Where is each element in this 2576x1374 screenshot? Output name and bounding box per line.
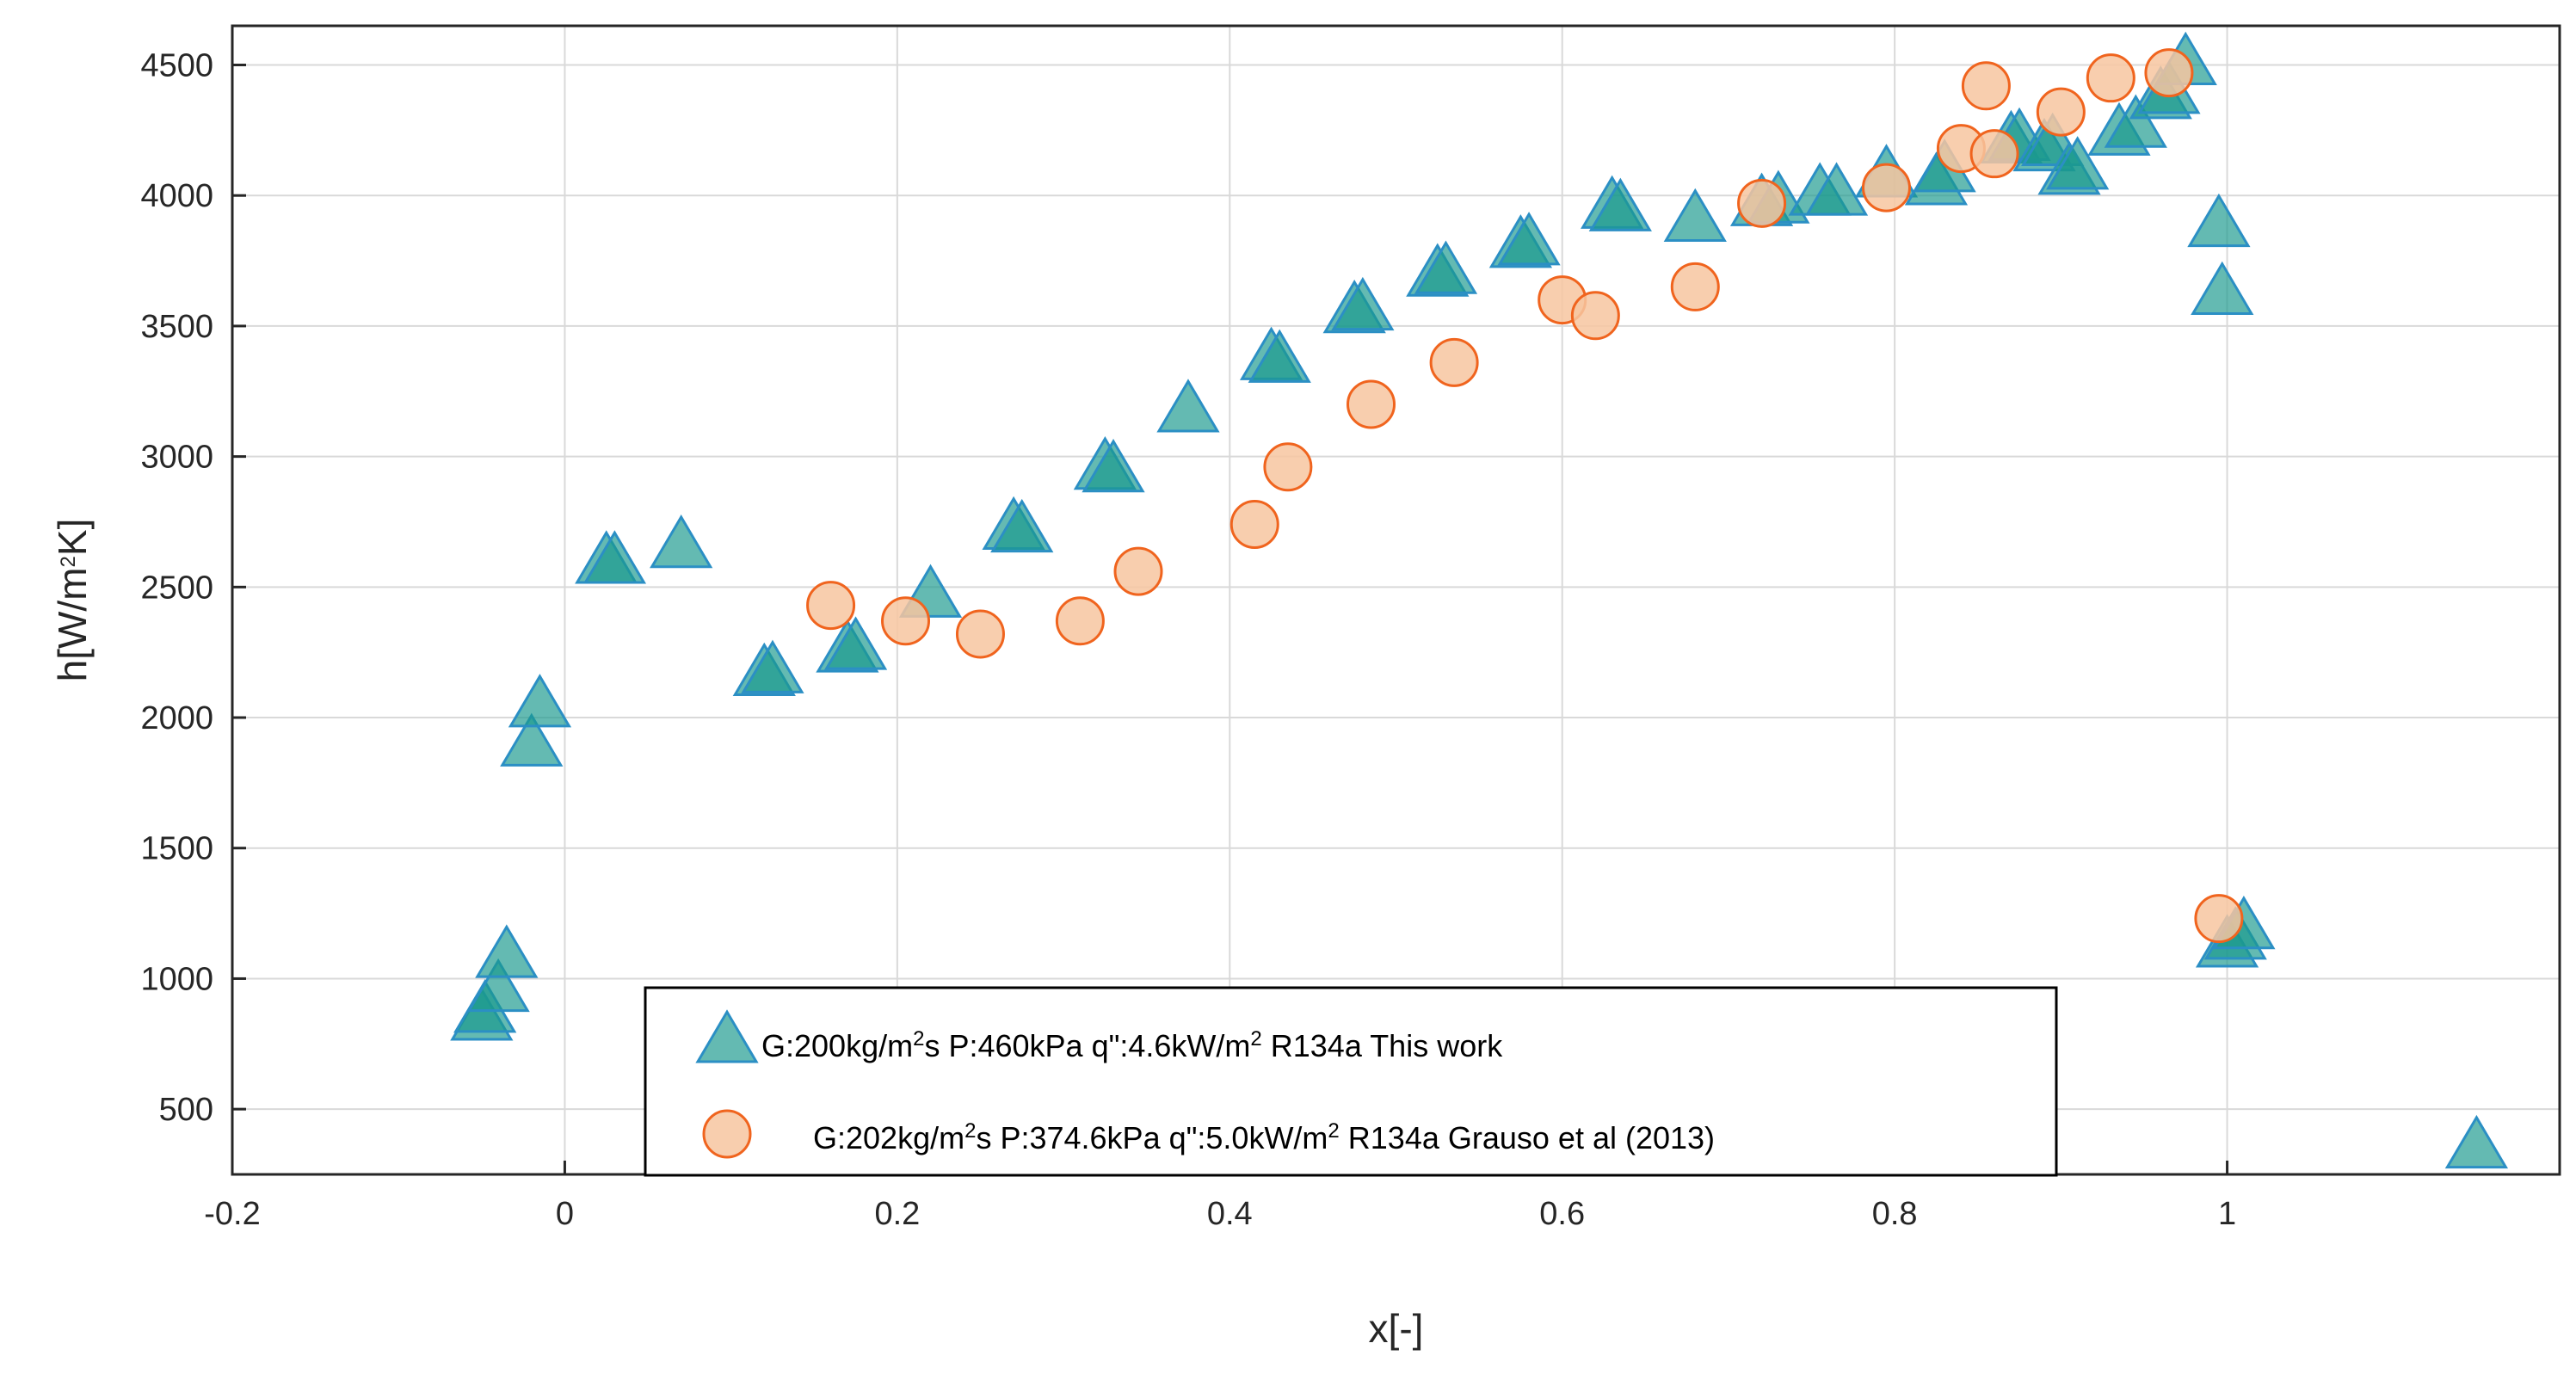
- y-tick-label: 1000: [140, 961, 213, 997]
- data-point-triangle: [823, 616, 888, 670]
- data-point-circle: [1969, 129, 2019, 179]
- data-point-triangle: [1804, 162, 1869, 216]
- data-point-triangle: [1663, 188, 1727, 243]
- data-point-triangle: [741, 639, 804, 693]
- legend-symbol-circle: [702, 1109, 752, 1159]
- x-tick-label: 0.2: [874, 1196, 920, 1232]
- data-point-triangle: [2191, 261, 2254, 315]
- data-markers: [450, 31, 2509, 1169]
- data-point-triangle: [1331, 276, 1395, 331]
- legend-symbol-triangle: [695, 1009, 759, 1063]
- y-axis-label-exponent: 2: [57, 556, 80, 567]
- data-point-triangle: [990, 498, 1054, 553]
- data-point-triangle: [508, 674, 572, 728]
- data-point-triangle: [1082, 439, 1145, 493]
- x-tick-label: -0.2: [204, 1196, 260, 1232]
- y-axis-label: h[W/m2K]: [50, 519, 95, 682]
- x-tick-label: 0.4: [1207, 1196, 1253, 1232]
- data-point-triangle: [2046, 136, 2110, 190]
- x-tick-label: 0.6: [1539, 1196, 1585, 1232]
- data-point-triangle: [2444, 1114, 2509, 1169]
- y-tick-label: 3000: [140, 440, 213, 476]
- y-tick-label: 1500: [140, 831, 213, 867]
- data-point-triangle: [500, 712, 564, 767]
- y-tick-label: 500: [159, 1092, 213, 1128]
- data-point-circle: [1429, 337, 1479, 387]
- data-point-circle: [1570, 291, 1620, 341]
- data-point-circle: [1861, 163, 1911, 213]
- x-tick-label: 0.8: [1872, 1196, 1918, 1232]
- data-point-circle: [1737, 178, 1787, 228]
- data-point-triangle: [1156, 379, 1220, 433]
- data-point-triangle: [1414, 240, 1478, 294]
- data-point-circle: [2036, 87, 2086, 137]
- y-tick-label: 2500: [140, 570, 213, 606]
- data-point-circle: [881, 596, 931, 646]
- data-point-circle: [806, 581, 856, 631]
- grid-lines: [231, 26, 2560, 1174]
- axis-ticks: -0.2 0 0.2 0.4 0.6 0.8 15001000150020002500300…: [140, 48, 2236, 1232]
- y-tick-label: 4000: [140, 178, 213, 214]
- data-point-circle: [2144, 48, 2194, 98]
- legend-box: [644, 986, 2058, 1177]
- data-point-circle: [955, 609, 1005, 659]
- y-tick-label: 4500: [140, 48, 213, 84]
- legend: G:200kg/m2s P:460kPa q":4.6kW/m2 R134a T…: [644, 986, 2058, 1177]
- legend-entry-this-work: G:200kg/m2s P:460kPa q":4.6kW/m2 R134a T…: [761, 1027, 1503, 1064]
- y-tick-label: 3500: [140, 309, 213, 345]
- data-point-circle: [1113, 546, 1163, 596]
- data-point-triangle: [1588, 177, 1652, 231]
- data-point-circle: [1670, 262, 1720, 311]
- data-point-triangle: [2104, 94, 2167, 148]
- data-point-triangle: [466, 958, 530, 1013]
- y-axis-label-base: h[W/m: [50, 567, 95, 681]
- data-point-triangle: [475, 924, 539, 978]
- data-point-triangle: [1248, 329, 1311, 383]
- x-tick-label: 1: [2218, 1196, 2236, 1232]
- data-point-circle: [1055, 596, 1105, 646]
- data-point-circle: [2086, 53, 2135, 103]
- data-point-circle: [1347, 379, 1396, 429]
- data-point-triangle: [2187, 193, 2251, 248]
- x-tick-label: 0: [556, 1196, 574, 1232]
- legend-marker-circle: [702, 1109, 752, 1159]
- legend-marker-triangle: [695, 1009, 759, 1063]
- legend-entry-grauso: G:202kg/m2s P:374.6kPa q":5.0kW/m2 R134a…: [813, 1119, 1715, 1156]
- data-point-circle: [1263, 442, 1313, 492]
- data-point-triangle: [650, 514, 713, 569]
- y-axis-label-tail: K]: [50, 519, 95, 556]
- x-axis-label: x[-]: [1369, 1306, 1424, 1351]
- data-point-circle: [1229, 500, 1279, 550]
- y-tick-label: 2000: [140, 700, 213, 736]
- data-point-circle: [1961, 61, 2011, 111]
- data-point-triangle: [582, 530, 647, 584]
- data-point-circle: [2194, 894, 2244, 944]
- data-point-triangle: [1497, 212, 1561, 266]
